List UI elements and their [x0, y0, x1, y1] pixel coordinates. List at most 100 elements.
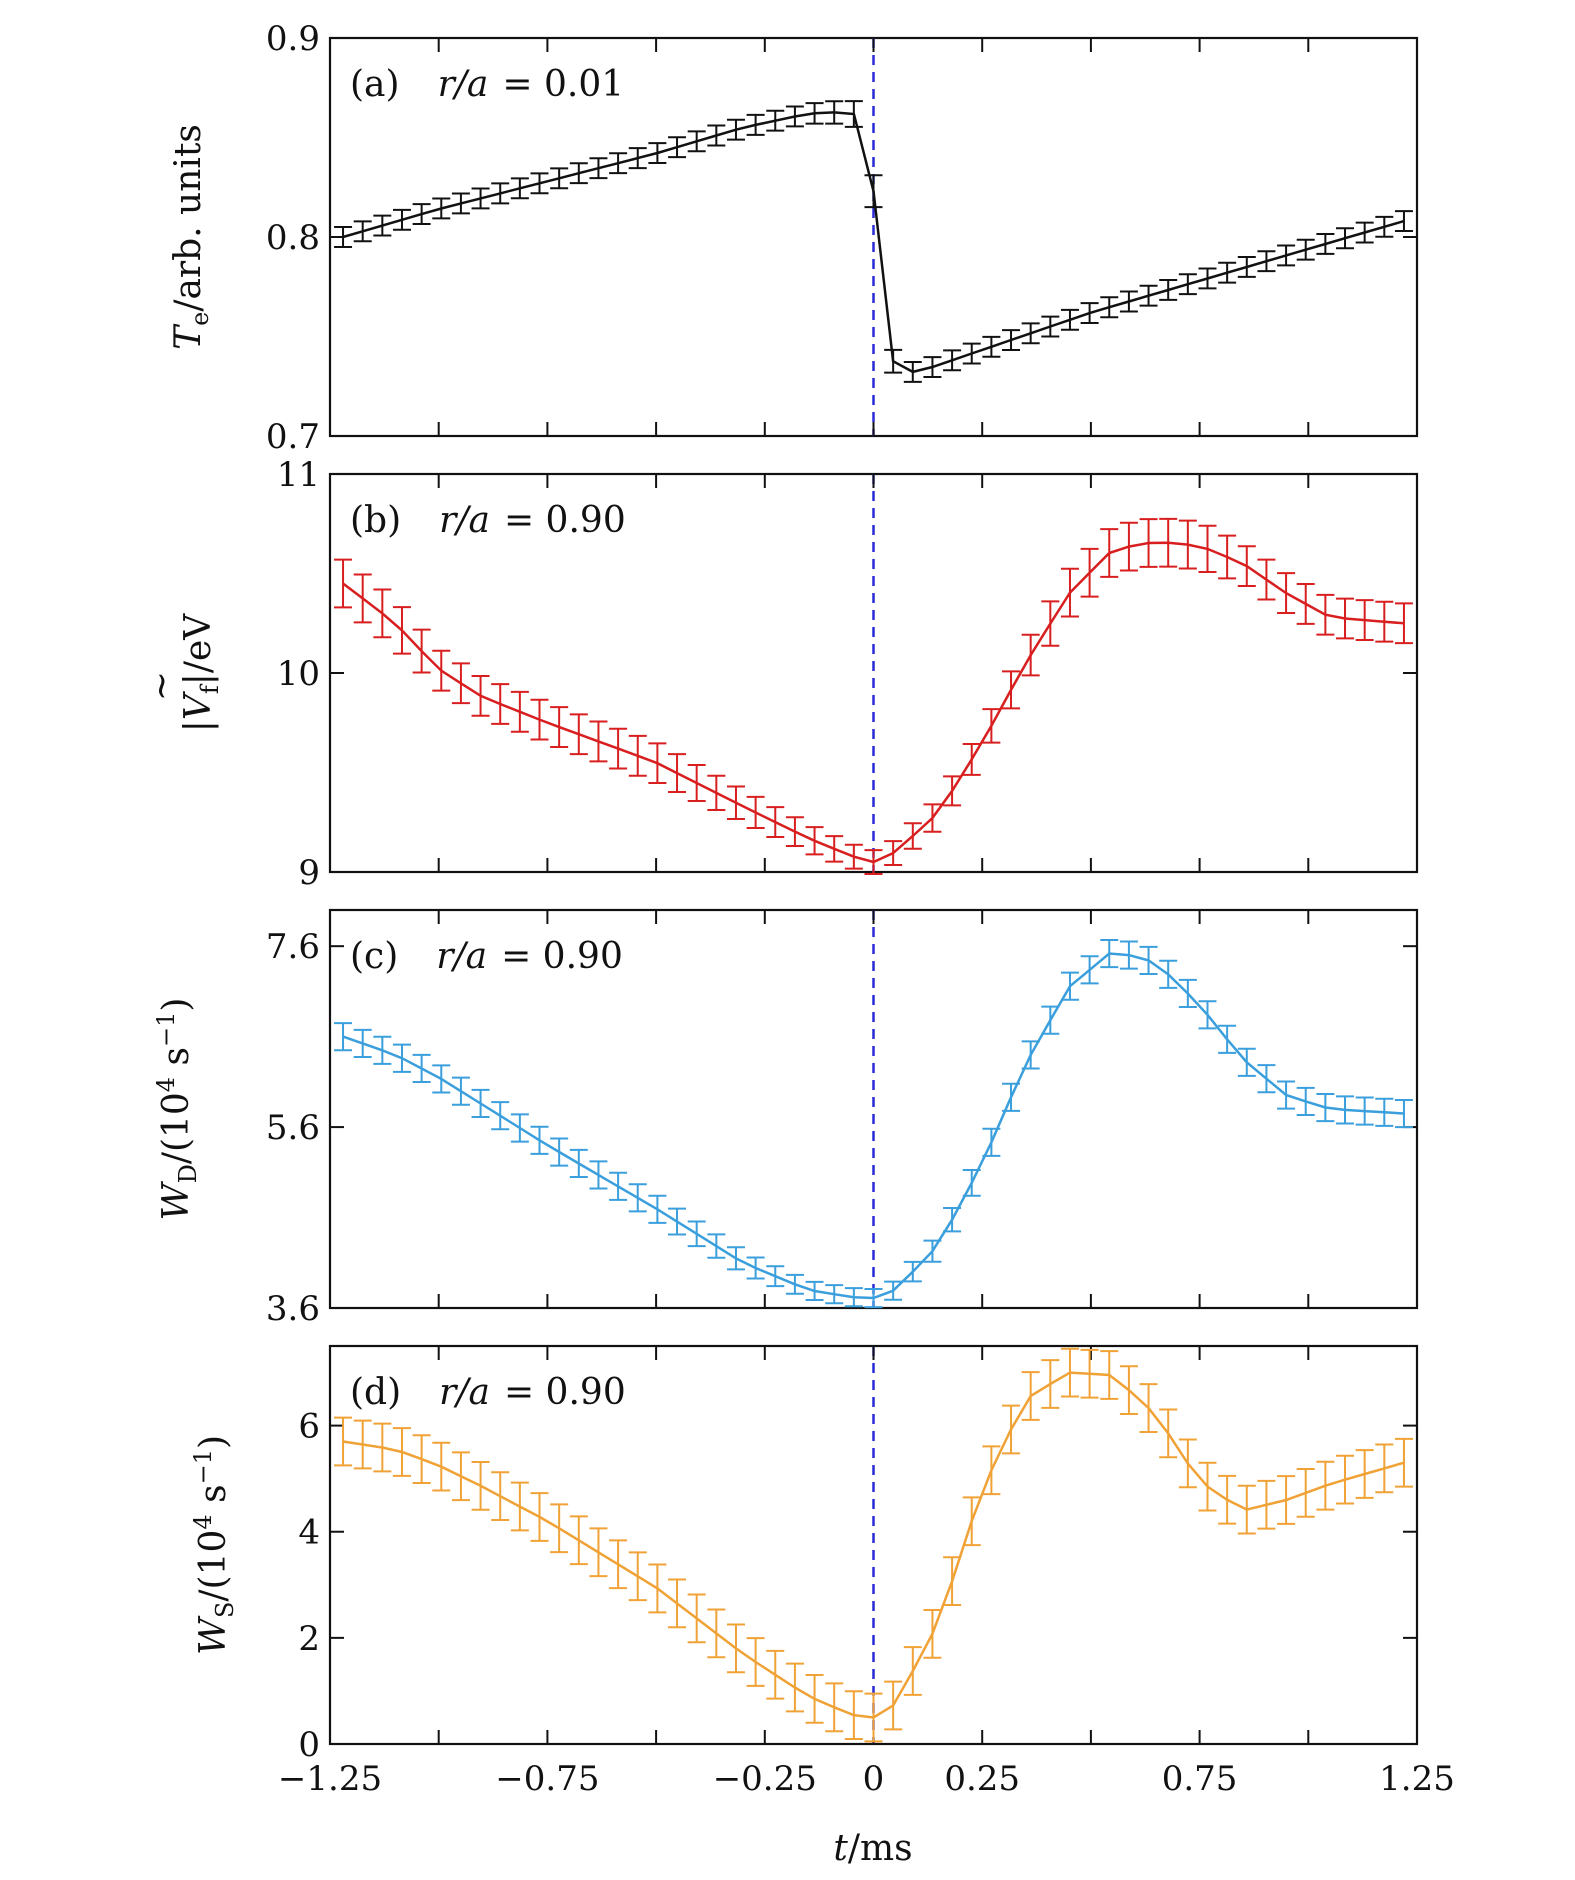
panel-c-ytick-labels: 3.6 5.6 7.6 — [266, 927, 320, 1329]
panel-b: 9 10 11 (b) r/a = 0.90 |Vf|/eV ~ — [141, 455, 1419, 893]
error-bar — [353, 1028, 372, 1059]
error-bar — [392, 1043, 411, 1073]
error-bar — [648, 742, 667, 785]
error-bar — [1296, 1467, 1315, 1518]
panel-a-ticks — [329, 37, 1418, 437]
error-bar — [373, 1035, 392, 1065]
error-bar — [451, 662, 470, 705]
y-tick-label: 0.9 — [266, 19, 320, 59]
panel-d-ytick-labels: 0 2 4 6 — [298, 1407, 320, 1765]
error-bar — [628, 1551, 647, 1602]
y-tick-label: 6 — [298, 1407, 320, 1447]
error-bar — [726, 785, 745, 821]
panel-d-series — [334, 1347, 1413, 1743]
error-bar — [1198, 267, 1217, 290]
panel-c-label: (c) r/a = 0.90 — [350, 936, 623, 977]
error-bar — [825, 1682, 844, 1733]
error-bar — [530, 1492, 549, 1542]
error-bar — [1060, 971, 1079, 1001]
error-bar — [982, 335, 1001, 358]
error-bar — [1060, 308, 1079, 331]
error-bar — [334, 226, 353, 248]
error-bar — [1021, 633, 1040, 677]
error-bar — [766, 1265, 785, 1288]
error-bar — [1002, 329, 1021, 351]
error-bar — [962, 342, 981, 365]
error-bar — [432, 649, 451, 692]
error-bar — [471, 1460, 490, 1511]
error-bar — [451, 1076, 470, 1106]
error-bar — [1218, 261, 1237, 284]
error-bar — [1198, 1000, 1217, 1030]
error-bar — [628, 1183, 647, 1213]
error-bar — [648, 142, 667, 164]
error-bar — [1100, 296, 1119, 319]
panel-b-ylabel: |Vf|/eV — [178, 613, 224, 733]
error-bar — [825, 100, 844, 125]
error-bar — [491, 683, 510, 725]
error-bar — [1394, 210, 1413, 233]
y-tick-label: 9 — [298, 853, 320, 893]
error-bar — [687, 1220, 706, 1248]
error-bar — [884, 1680, 903, 1731]
error-bar — [1021, 1040, 1040, 1070]
x-tick-labels: −1.25 −0.75 −0.25 0 0.25 0.75 1.25 — [278, 1759, 1455, 1799]
error-bar — [668, 136, 687, 159]
error-bar — [510, 1481, 529, 1532]
error-bar — [707, 774, 726, 812]
error-bar — [923, 803, 942, 833]
y-tick-label: 0 — [298, 1725, 320, 1765]
error-bar — [392, 208, 411, 231]
error-bar — [550, 1503, 569, 1554]
error-bar — [628, 734, 647, 777]
error-bar — [412, 1434, 431, 1485]
error-bar — [392, 606, 411, 655]
error-bar — [1119, 521, 1138, 572]
error-bar — [373, 1422, 392, 1473]
y-tick-label: 2 — [298, 1619, 320, 1659]
error-bar — [805, 826, 824, 856]
error-bar — [1178, 273, 1197, 296]
error-bar — [1257, 250, 1276, 273]
error-bar — [766, 1649, 785, 1700]
error-bar — [707, 1233, 726, 1259]
error-bar — [471, 187, 490, 210]
error-bar — [1100, 1350, 1119, 1400]
error-bar — [785, 1273, 804, 1295]
error-bar — [1198, 524, 1217, 574]
error-bar — [412, 628, 431, 674]
error-bar — [471, 1088, 490, 1119]
error-bar — [1218, 534, 1237, 580]
panel-d: 0 2 4 6 (d) r/a = 0.90 WS/(104 s−1) — [189, 1344, 1419, 1765]
error-bar — [785, 1662, 804, 1713]
error-bar — [1355, 1449, 1374, 1499]
error-bar — [569, 1515, 588, 1566]
error-bar — [687, 763, 706, 803]
x-tick-label: 0.25 — [944, 1759, 1020, 1799]
error-bar — [1336, 597, 1355, 640]
error-bar — [628, 147, 647, 170]
error-bar — [707, 124, 726, 147]
error-bar — [353, 220, 372, 243]
panel-b-series — [334, 517, 1413, 875]
error-bar — [491, 1101, 510, 1131]
error-bar — [726, 1623, 745, 1674]
error-bar — [1355, 599, 1374, 641]
error-bar — [353, 573, 372, 624]
error-bar — [785, 105, 804, 128]
error-bar — [1041, 315, 1060, 338]
error-bar — [334, 1416, 353, 1467]
error-bar — [1002, 1404, 1021, 1455]
error-bar — [1198, 1461, 1217, 1512]
error-bar — [1316, 1460, 1335, 1511]
error-bar — [451, 192, 470, 215]
panel-a-ytick-labels: 0.7 0.8 0.9 — [266, 19, 320, 457]
error-bar — [569, 713, 588, 756]
error-bar — [1355, 1096, 1374, 1126]
error-bar — [1159, 517, 1178, 568]
panel-d-ylabel: WS/(104 s−1) — [189, 1435, 239, 1655]
error-bar — [1159, 959, 1178, 989]
y-tick-label: 7.6 — [266, 927, 320, 967]
error-bar — [530, 1125, 549, 1155]
x-tick-label: 1.25 — [1379, 1759, 1455, 1799]
